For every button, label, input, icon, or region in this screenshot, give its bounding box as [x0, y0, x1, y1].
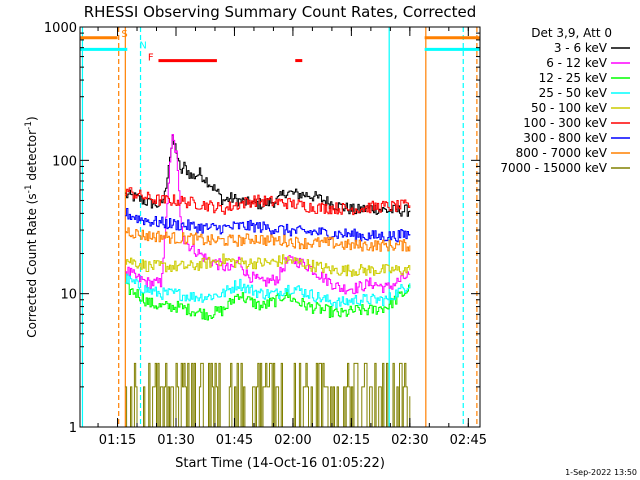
flag-label-f: F	[148, 53, 154, 64]
series-line-6	[125, 208, 411, 243]
x-tick-label: 02:15	[333, 433, 370, 448]
y-tick-label: 100	[52, 154, 77, 169]
legend-entry-label: 25 - 50 keV	[539, 86, 608, 100]
series-line-4	[125, 253, 411, 277]
x-tick-label: 02:00	[274, 433, 311, 448]
legend-entry-label: 100 - 300 keV	[523, 116, 607, 130]
x-tick-label: 02:45	[450, 433, 487, 448]
x-tick-label: 02:30	[391, 433, 428, 448]
legend-entry-label: 7000 - 15000 keV	[500, 161, 607, 175]
legend-entry-label: 12 - 25 keV	[539, 71, 608, 85]
x-tick-label: 01:45	[216, 433, 253, 448]
y-axis-label-sup1: -1	[24, 184, 34, 193]
x-tick-label: 01:15	[99, 433, 136, 448]
y-axis-label-sup2: -1	[24, 121, 34, 130]
legend-entry-label: 3 - 6 keV	[554, 41, 608, 55]
series-line-5	[125, 187, 411, 216]
y-tick-label: 1000	[44, 21, 77, 36]
x-tick-label: 01:30	[157, 433, 194, 448]
series-line-2	[125, 282, 411, 321]
y-axis-label-main: Corrected Count Rate (s	[25, 193, 39, 337]
y-tick-label: 10	[60, 288, 77, 303]
y-axis-label: Corrected Count Rate (s-1 detector-1)	[24, 116, 39, 337]
flag-label-s: S	[121, 29, 127, 40]
plot-area: S NF	[80, 27, 480, 428]
y-axis-ticks: 1 10 100 1000	[44, 21, 480, 436]
legend-entry-label: 50 - 100 keV	[531, 101, 608, 115]
y-tick-label: 1	[69, 421, 77, 436]
legend-entry-label: 300 - 800 keV	[523, 131, 607, 145]
plot-frame	[79, 26, 481, 428]
y-axis-label-mid: detector	[25, 130, 39, 185]
flag-label-n: N	[139, 40, 146, 51]
legend-header: Det 3,9, Att 0	[531, 26, 612, 40]
legend-entry-label: 800 - 7000 keV	[516, 146, 608, 160]
chart-title: RHESSI Observing Summary Count Rates, Co…	[84, 3, 477, 21]
series-line-1	[125, 134, 411, 295]
x-axis-label: Start Time (14-Oct-16 01:05:22)	[175, 456, 385, 471]
y-axis-label-end: )	[25, 116, 39, 121]
series-line-3	[125, 273, 411, 309]
series-line-8	[125, 362, 411, 428]
footer-timestamp: 1-Sep-2022 13:50	[565, 468, 637, 477]
x-axis-ticks: 01:15 01:30 01:45 02:00 02:15 02:30 02:45	[97, 27, 487, 448]
series-line-7	[125, 227, 411, 252]
legend-entry-label: 6 - 12 keV	[546, 56, 608, 70]
